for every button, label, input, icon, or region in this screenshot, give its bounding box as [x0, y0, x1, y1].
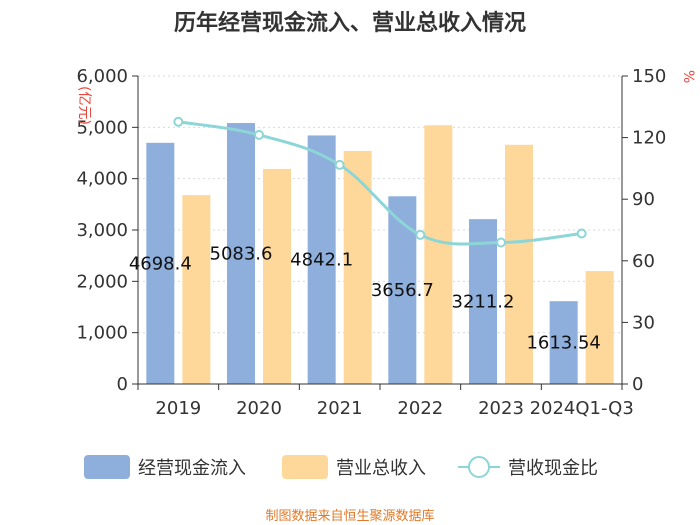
y-right-tick-label: 120 [632, 128, 666, 149]
x-tick-label: 2024Q1-Q3 [530, 398, 634, 419]
y-axis-left: 0 1,000 2,000 3,000 4,000 5,000 6,000 [76, 66, 138, 395]
line-point [254, 129, 264, 140]
y-right-tick-label: 0 [632, 374, 643, 395]
x-tick-label: 2019 [155, 398, 201, 419]
bar-cash-inflow [469, 219, 497, 384]
bars [146, 123, 614, 384]
bar-cash-inflow [388, 196, 417, 384]
source-note: 制图数据来自恒生聚源数据库 [265, 508, 434, 524]
bar-revenue [182, 195, 211, 384]
legend: 经营现金流入 营业总收入 营收现金比 [84, 455, 598, 479]
line-point [415, 229, 426, 240]
bar-data-label: 5083.6 [210, 244, 273, 265]
line-series [173, 116, 587, 248]
y-right-tick-label: 150 [632, 66, 666, 87]
y-left-tick-label: 3,000 [76, 220, 128, 241]
bar-data-label: 3211.2 [452, 292, 515, 313]
bar-data-label: 3656.7 [371, 280, 434, 301]
line-point [334, 159, 345, 170]
x-axis: 2019 2020 2021 2022 2023 2024Q1-Q3 [137, 384, 634, 419]
bar-data-label: 4698.4 [129, 253, 192, 274]
bar-revenue [505, 144, 533, 384]
bar-revenue [585, 271, 614, 384]
y-right-tick-label: 90 [632, 189, 655, 210]
y-right-tick-label: 60 [632, 251, 655, 272]
legend-label: 营收现金比 [508, 458, 598, 479]
legend-label: 经营现金流入 [138, 458, 246, 479]
y-left-tick-label: 0 [117, 374, 128, 395]
y-left-tick-label: 6,000 [76, 66, 128, 87]
y-right-tick-label: 30 [632, 312, 655, 333]
bar-revenue [424, 125, 453, 384]
line-point [173, 116, 184, 127]
y-axis-right-unit: % [680, 70, 696, 83]
bar-cash-inflow [307, 135, 336, 384]
bar-data-label: 4842.1 [290, 250, 353, 271]
chart-title: 历年经营现金流入、营业总收入情况 [174, 10, 526, 36]
y-axis-right: 0 30 60 90 120 150 [622, 66, 666, 395]
x-tick-label: 2021 [317, 398, 363, 419]
bar-revenue [263, 168, 291, 384]
x-tick-label: 2022 [397, 398, 443, 419]
line-cash-revenue-ratio [178, 120, 582, 246]
legend-label: 营业总收入 [336, 458, 426, 479]
grid [138, 75, 622, 334]
y-left-tick-label: 5,000 [76, 117, 128, 138]
y-axis-left-unit: (亿元) [76, 86, 92, 125]
bar-cash-inflow [146, 142, 175, 384]
y-left-tick-label: 2,000 [76, 271, 128, 292]
x-tick-label: 2020 [236, 398, 282, 419]
legend-swatch-ratio-marker [468, 456, 490, 478]
y-left-tick-label: 1,000 [76, 323, 128, 344]
line-point [576, 228, 587, 239]
x-tick-label: 2023 [478, 398, 524, 419]
legend-swatch-revenue [282, 455, 328, 479]
bar-cash-inflow [549, 301, 578, 384]
line-point [496, 237, 506, 248]
data-labels: 4698.4 5083.6 4842.1 3656.7 3211.2 1613.54 [129, 244, 601, 354]
bar-data-label: 1613.54 [526, 333, 600, 354]
legend-swatch-cash-inflow [84, 455, 130, 479]
bar-cash-inflow [227, 123, 255, 384]
y-left-tick-label: 4,000 [76, 169, 128, 190]
